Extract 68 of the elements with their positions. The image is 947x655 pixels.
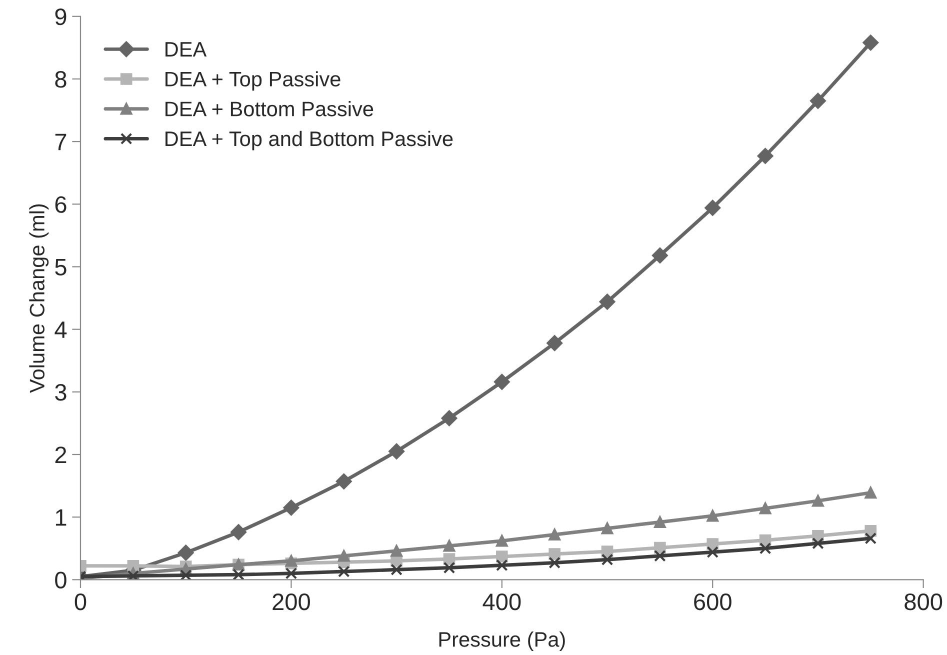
x-tick-label: 400 <box>482 593 521 610</box>
y-tick-label: 9 <box>55 8 66 26</box>
point <box>285 568 298 580</box>
point <box>706 546 719 558</box>
point <box>601 554 614 566</box>
point <box>601 546 614 558</box>
point <box>285 554 298 567</box>
point <box>706 538 719 550</box>
point <box>390 544 402 557</box>
point <box>654 516 666 528</box>
point <box>338 550 350 562</box>
point <box>601 522 614 534</box>
y-tick-label: 4 <box>54 322 67 338</box>
point <box>230 524 246 540</box>
point <box>654 550 666 562</box>
point <box>178 544 194 561</box>
legend-label: DEA + Bottom Passive <box>166 101 374 116</box>
point <box>336 473 352 490</box>
x-tick-label: 800 <box>904 593 942 610</box>
point <box>338 566 350 578</box>
point <box>496 534 508 547</box>
y-tick-label: 6 <box>55 196 66 213</box>
point <box>548 548 560 560</box>
x-axis-title: Pressure (Pa) <box>439 632 565 651</box>
y-tick-label: 8 <box>55 71 66 88</box>
point <box>546 335 563 352</box>
point <box>652 248 668 264</box>
legend-label: DEA + Top Passive <box>166 71 340 91</box>
point <box>496 559 508 572</box>
point <box>443 562 456 574</box>
point <box>810 92 826 109</box>
y-tick-label: 2 <box>55 446 66 464</box>
point <box>864 486 877 499</box>
point <box>654 542 666 554</box>
point <box>390 564 402 576</box>
point <box>862 34 879 51</box>
x-tick-label: 200 <box>272 593 310 610</box>
point <box>388 443 404 460</box>
y-tick-label: 3 <box>55 384 66 401</box>
point <box>441 410 458 426</box>
legend-label: DEA <box>166 42 207 56</box>
point <box>180 569 192 580</box>
point <box>812 494 824 507</box>
y-tick-label: 7 <box>55 134 66 150</box>
y-axis-title: Volume Change (ml) <box>29 204 49 393</box>
x-tick-label: 600 <box>694 593 732 610</box>
point <box>812 537 824 550</box>
point <box>283 500 300 516</box>
point <box>759 542 772 554</box>
y-tick-label: 1 <box>56 509 66 526</box>
point <box>232 568 244 580</box>
point <box>599 294 616 310</box>
x-tick-label: 0 <box>74 593 86 610</box>
y-tick-label: 5 <box>55 259 66 276</box>
point <box>494 374 510 390</box>
point <box>443 540 456 552</box>
point <box>443 553 456 565</box>
point <box>757 148 774 164</box>
legend-label: DEA + Top and Bottom Passive <box>166 130 453 150</box>
point <box>548 556 560 569</box>
point <box>127 570 140 580</box>
point <box>759 502 772 514</box>
point <box>704 200 721 216</box>
point <box>496 550 508 562</box>
point <box>706 510 719 522</box>
y-tick-label: 0 <box>55 572 66 588</box>
point <box>548 528 560 541</box>
point <box>864 532 877 544</box>
